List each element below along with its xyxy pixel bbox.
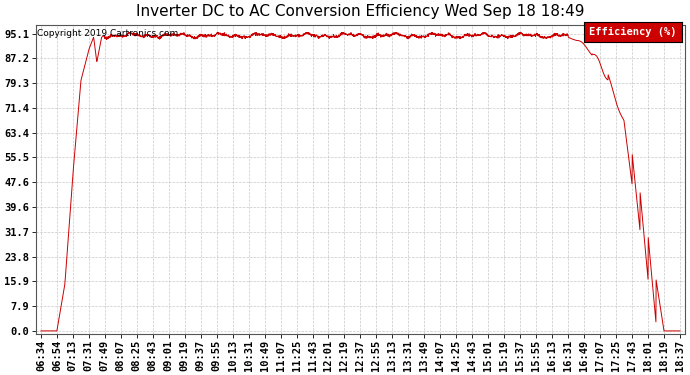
Text: Copyright 2019 Cartronics.com: Copyright 2019 Cartronics.com	[37, 29, 179, 38]
Title: Inverter DC to AC Conversion Efficiency Wed Sep 18 18:49: Inverter DC to AC Conversion Efficiency …	[136, 4, 584, 19]
